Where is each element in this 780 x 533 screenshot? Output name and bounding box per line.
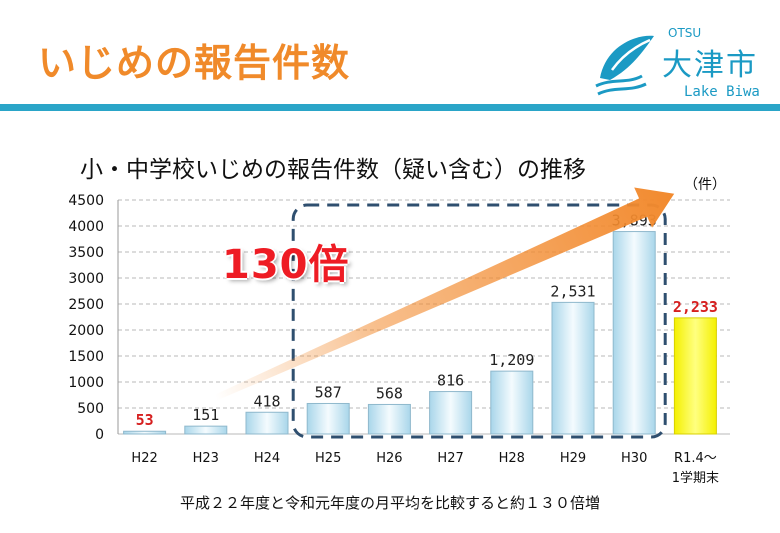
y-tick-label: 0: [95, 427, 104, 443]
bar: [123, 430, 167, 435]
y-unit-label: （件）: [684, 177, 726, 193]
bar: [673, 317, 717, 435]
data-label: 418: [253, 392, 280, 410]
logo-lake-text: Lake Biwa: [684, 84, 760, 100]
chart-footnote: 平成２２年度と令和元年度の月平均を比較すると約１３０倍増: [179, 494, 600, 512]
y-tick-label: 4000: [68, 219, 104, 235]
x-tick-label: H29: [560, 451, 586, 466]
bar: [367, 403, 411, 435]
bar: [429, 391, 473, 435]
bar: [184, 425, 228, 435]
leaf-emblem-icon: [595, 35, 654, 96]
header-rule: [0, 104, 780, 111]
logo-city-name: 大津市: [662, 48, 758, 83]
bar: [490, 370, 534, 435]
data-label: 2,531: [550, 282, 595, 300]
bar: [612, 231, 656, 435]
x-tick-label: H30: [621, 451, 647, 466]
y-tick-label: 3000: [68, 271, 104, 287]
y-tick-label: 2000: [68, 323, 104, 339]
data-label: 816: [437, 372, 464, 390]
trend-arrow: [214, 187, 675, 401]
data-label: 587: [315, 383, 342, 401]
chart-title: 小・中学校いじめの報告件数（疑い含む）の推移: [80, 157, 586, 183]
data-label: 1,209: [489, 351, 534, 369]
y-tick-label: 4500: [68, 193, 104, 209]
data-label: 2,233: [673, 298, 718, 316]
y-tick-label: 1000: [68, 375, 104, 391]
logo-otsu-text: OTSU: [668, 26, 702, 40]
y-tick-label: 2500: [68, 297, 104, 313]
dashed-highlight-box: [291, 203, 667, 439]
bar: [551, 301, 595, 435]
x-tick-label: 1学期末: [672, 470, 719, 486]
x-tick-label: H28: [499, 451, 525, 466]
x-tick-label: H24: [254, 451, 280, 466]
bar: [306, 402, 350, 435]
multiplier-annotation: 130倍: [222, 242, 350, 288]
x-tick-label: H26: [376, 451, 402, 466]
city-logo: OTSU 大津市 Lake Biwa: [592, 20, 772, 112]
x-tick-label: H27: [437, 451, 463, 466]
slide-title: いじめの報告件数: [38, 41, 351, 85]
data-label: 568: [376, 384, 403, 402]
x-tick-label: R1.4〜: [674, 451, 717, 466]
bar: [245, 411, 289, 435]
x-tick-label: H22: [131, 451, 157, 466]
data-label: 151: [192, 406, 219, 424]
y-tick-label: 1500: [68, 349, 104, 365]
y-tick-label: 3500: [68, 245, 104, 261]
y-tick-label: 500: [77, 401, 104, 417]
x-tick-label: H23: [193, 451, 219, 466]
x-tick-label: H25: [315, 451, 341, 466]
data-label: 53: [136, 411, 154, 429]
